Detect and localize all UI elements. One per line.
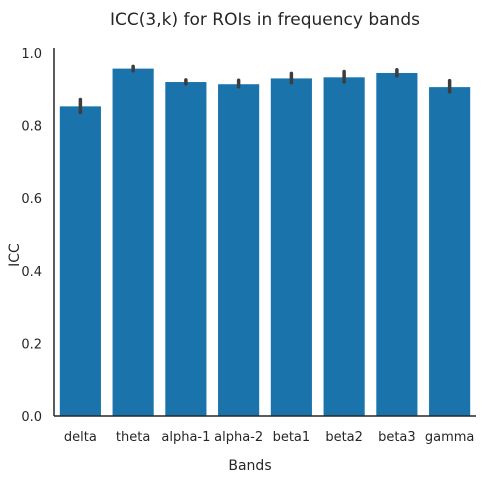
- y-tick-label-0.6: 0.6: [21, 192, 42, 207]
- y-tick-label-0.4: 0.4: [21, 265, 42, 280]
- y-tick-label-0.8: 0.8: [21, 120, 42, 135]
- bar-beta1: [270, 78, 312, 416]
- bar-delta: [59, 106, 101, 417]
- x-tick-label-beta1: beta1: [273, 430, 311, 445]
- y-tick-label-1.0: 1.0: [21, 47, 42, 62]
- x-axis-label: Bands: [228, 458, 271, 474]
- x-tick-label-beta3: beta3: [378, 430, 416, 445]
- y-ticks-group: 0.0 0.2 0.4 0.6 0.8 1.0: [21, 47, 42, 425]
- bar-beta3: [376, 72, 418, 416]
- bars-group: [59, 68, 471, 417]
- bar-alpha-1: [165, 82, 207, 416]
- x-tick-label-beta2: beta2: [325, 430, 363, 445]
- y-axis-label: ICC: [7, 243, 23, 267]
- y-tick-label-0.0: 0.0: [21, 410, 42, 425]
- x-tick-label-delta: delta: [64, 430, 97, 445]
- x-tick-label-alpha-1: alpha-1: [161, 430, 210, 445]
- bar-alpha-2: [218, 84, 260, 416]
- x-tick-label-theta: theta: [116, 430, 150, 445]
- bar-beta2: [323, 77, 365, 416]
- error-bars-group: [78, 64, 452, 115]
- x-tick-label-alpha-2: alpha-2: [214, 430, 263, 445]
- bar-gamma: [429, 87, 471, 417]
- chart-title: ICC(3,k) for ROIs in frequency bands: [110, 10, 420, 30]
- y-tick-label-0.2: 0.2: [21, 337, 42, 352]
- bar-theta: [112, 68, 154, 417]
- x-tick-label-gamma: gamma: [425, 430, 475, 445]
- x-ticks-group: delta theta alpha-1 alpha-2 beta1 beta2 beta3 g…: [64, 430, 474, 445]
